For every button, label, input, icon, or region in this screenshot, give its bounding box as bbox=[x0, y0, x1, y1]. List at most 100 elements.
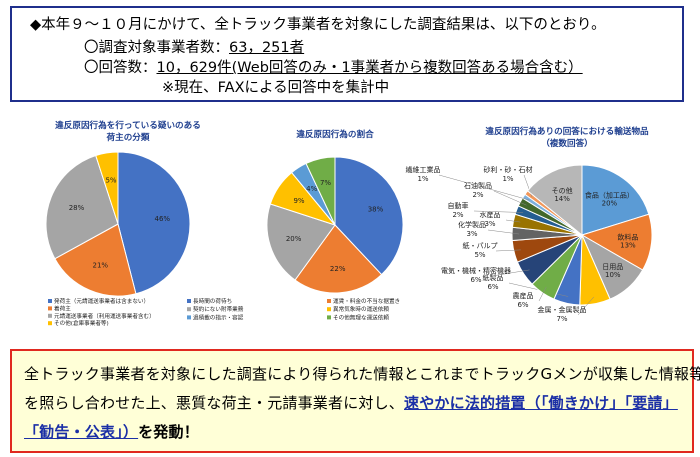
chart3-percent-label-8: 5% bbox=[474, 251, 485, 259]
chart3-outside-label-10: 水産品 3% bbox=[480, 210, 501, 228]
chart3-category-label-11: 自動車 bbox=[448, 201, 469, 210]
chart3-percent-label-13: 1% bbox=[417, 175, 428, 183]
chart2-value-label-6: 7% bbox=[320, 179, 331, 187]
chart3-category-label-8: 紙・パルプ bbox=[463, 241, 498, 250]
chart3-leader-12 bbox=[493, 190, 527, 206]
summary-heading: ◆本年９～１０月にかけて、全トラック事業者を対象にした調査結果は、以下のとおり。 bbox=[30, 17, 606, 33]
chart3-percent-label-4: 7% bbox=[556, 315, 567, 323]
chart3-value-label-15: その他 14% bbox=[552, 186, 573, 203]
chart1-legend-label-1: 発荷主（元請運送事業者は含まない） bbox=[54, 297, 149, 305]
action-line3-emphasis: 「勧告・公表」） bbox=[24, 423, 139, 441]
chart2-legend-label-2: 運賃・料金の不当な据置き bbox=[333, 297, 400, 305]
chart3-value-label-3: 日用品 10% bbox=[602, 263, 623, 279]
chart2-slice-1 bbox=[334, 156, 404, 276]
chart1-slice-1 bbox=[117, 151, 191, 295]
chart3-category-label-3: 日用品 bbox=[602, 263, 623, 271]
chart1-slice-2 bbox=[54, 223, 137, 297]
chart2-legend-label-1: 長時間の荷待ち bbox=[193, 297, 232, 305]
chart3-value-label-1: 食品（加工品） 20% bbox=[585, 190, 634, 207]
chart2-legend-swatch-5 bbox=[187, 315, 191, 320]
chart3-category-label-12: 石油製品 bbox=[464, 181, 492, 190]
action-line3-plain: を発動！ bbox=[138, 423, 199, 441]
chart3-category-label-7: 電気・機械・精密機器 bbox=[441, 266, 511, 275]
chart2-value-label-1: 38% bbox=[368, 206, 384, 214]
chart2-legend-label-6: その他無理な運送依頼 bbox=[333, 313, 389, 321]
action-line3: 「勧告・公表」）を発動！ bbox=[24, 421, 199, 442]
chart3-category-label-14: 砂利・砂・石材 bbox=[484, 165, 533, 174]
chart2-value-label-5: 4% bbox=[306, 185, 317, 193]
chart3-outside-label-4: 金属・金属製品 7% bbox=[538, 305, 587, 323]
chart3-outside-label-8: 紙・パルプ 5% bbox=[463, 241, 498, 259]
chart3-percent-label-3: 10% bbox=[605, 271, 621, 279]
action-line2-emphasis: 速やかに法的措置（「働きかけ」「要請」 bbox=[404, 394, 678, 412]
fax-note: ※現在、FAXによる回答中を集計中 bbox=[162, 80, 390, 96]
chart3-percent-label-7: 6% bbox=[470, 276, 481, 284]
chart3-leader-4 bbox=[577, 296, 595, 316]
chart3-leader-7 bbox=[491, 269, 530, 277]
target-count-label: 〇調査対象事業者数： bbox=[84, 40, 229, 56]
response-count-label: 〇回答数： bbox=[84, 60, 157, 76]
chart3-outside-label-7: 電気・機械・精密機器 6% bbox=[441, 266, 511, 284]
chart3-outside-label-13: 繊維工業品 1% bbox=[406, 165, 441, 183]
response-count: 〇回答数：10，629件(Web回答のみ・1事業者から複数回答ある場合含む） bbox=[84, 56, 583, 77]
chart2-legend-swatch-1 bbox=[187, 299, 191, 303]
target-count-value: 63，251者 bbox=[229, 40, 305, 56]
chart2-legend-label-4: 異常気象時の運送依頼 bbox=[333, 305, 389, 313]
chart3-category-label-2: 飲料品 bbox=[617, 233, 638, 242]
chart3-title: 違反原因行為ありの回答における輸送物品 （複数回答） bbox=[438, 126, 696, 150]
action-line1: 全トラック事業者を対象にした調査により得られた情報とこれまでトラックGメンが収集… bbox=[24, 365, 700, 383]
chart3-percent-label-10: 3% bbox=[484, 220, 495, 228]
chart1-legend-label-2: 着荷主 bbox=[54, 304, 71, 312]
chart1-legend-swatch-2 bbox=[48, 306, 52, 311]
chart1-value-label-2: 21% bbox=[93, 262, 109, 270]
chart3-category-label-10: 水産品 bbox=[480, 210, 501, 219]
response-count-value: 10，629件 bbox=[156, 60, 232, 76]
chart3-category-label-6: 農産品 bbox=[513, 291, 534, 300]
chart2-slice-6 bbox=[305, 156, 336, 226]
chart3-title-line2: （複数回答） bbox=[541, 139, 593, 149]
chart1-legend-swatch-4 bbox=[48, 321, 52, 326]
chart3-percent-label-1: 20% bbox=[602, 199, 618, 207]
chart2-legend-swatch-4 bbox=[327, 307, 331, 312]
target-count: 〇調査対象事業者数：63，251者 bbox=[84, 36, 304, 57]
chart3-percent-label-11: 2% bbox=[452, 211, 463, 219]
chart1-title: 違反原因行為を行っている疑いのある 荷主の分類 bbox=[28, 120, 228, 144]
chart1-slice-3 bbox=[45, 154, 119, 260]
chart3-leader-8 bbox=[495, 249, 521, 252]
chart3-percent-label-6: 6% bbox=[517, 301, 528, 309]
chart2-slice-3 bbox=[266, 203, 336, 281]
action-message-box: 全トラック事業者を対象にした調査により得られた情報とこれまでトラックGメンが収集… bbox=[10, 349, 700, 453]
chart1-legend-label-3: 元請運送事業者（利用運送事業者含む） bbox=[54, 312, 155, 320]
chart3-category-label-15: その他 bbox=[552, 186, 573, 195]
chart1-legend-label-4: その他(倉庫事業者等) bbox=[54, 319, 109, 327]
chart2-legend-label-5: 過積載の指示・容認 bbox=[193, 313, 244, 321]
chart3-outside-label-11: 自動車 2% bbox=[448, 201, 469, 219]
chart2-slice-2 bbox=[294, 224, 383, 294]
chart3-outside-label-9: 化学製品 3% bbox=[458, 220, 486, 238]
chart3-percent-label-2: 13% bbox=[620, 242, 636, 250]
chart3-outside-label-12: 石油製品2% bbox=[464, 181, 492, 199]
chart2-value-label-3: 20% bbox=[286, 235, 302, 243]
chart3-category-label-5: 紙製品 bbox=[483, 273, 504, 282]
chart2-value-label-4: 9% bbox=[293, 197, 304, 205]
chart1-legend-swatch-3 bbox=[48, 313, 52, 318]
chart1-slice-4 bbox=[95, 151, 119, 225]
chart3-leader-9 bbox=[487, 229, 520, 235]
chart1-title-line1: 違反原因行為を行っている疑いのある bbox=[55, 121, 201, 131]
chart3-category-label-1: 食品（加工品） bbox=[585, 190, 634, 199]
chart1-title-line2: 荷主の分類 bbox=[106, 133, 150, 143]
chart3-leader-11 bbox=[473, 210, 524, 213]
chart3-outside-label-5: 紙製品 6% bbox=[483, 273, 504, 291]
chart3-category-label-9: 化学製品 bbox=[458, 220, 486, 229]
chart1-value-label-3: 28% bbox=[69, 204, 85, 212]
chart2-value-label-2: 22% bbox=[330, 265, 346, 273]
chart2-legend-swatch-3 bbox=[187, 307, 191, 312]
chart3-outside-label-14: 砂利・砂・石材 1% bbox=[484, 165, 533, 183]
chart2-legend-swatch-6 bbox=[327, 315, 331, 320]
chart3-leader-13 bbox=[438, 174, 530, 201]
chart2-legend-swatch-2 bbox=[327, 299, 331, 303]
chart2-legend-label-3: 契約にない附帯業務 bbox=[193, 305, 244, 313]
chart1-legend-swatch-1 bbox=[48, 299, 52, 303]
chart3-slice-2 bbox=[580, 213, 653, 271]
